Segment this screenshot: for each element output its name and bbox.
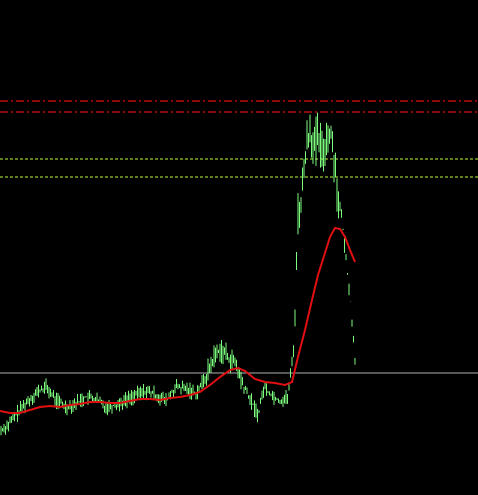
candles — [0, 112, 356, 436]
horizontal-levels — [0, 100, 478, 374]
moving-average — [0, 226, 356, 414]
moving-average-line — [0, 226, 356, 414]
